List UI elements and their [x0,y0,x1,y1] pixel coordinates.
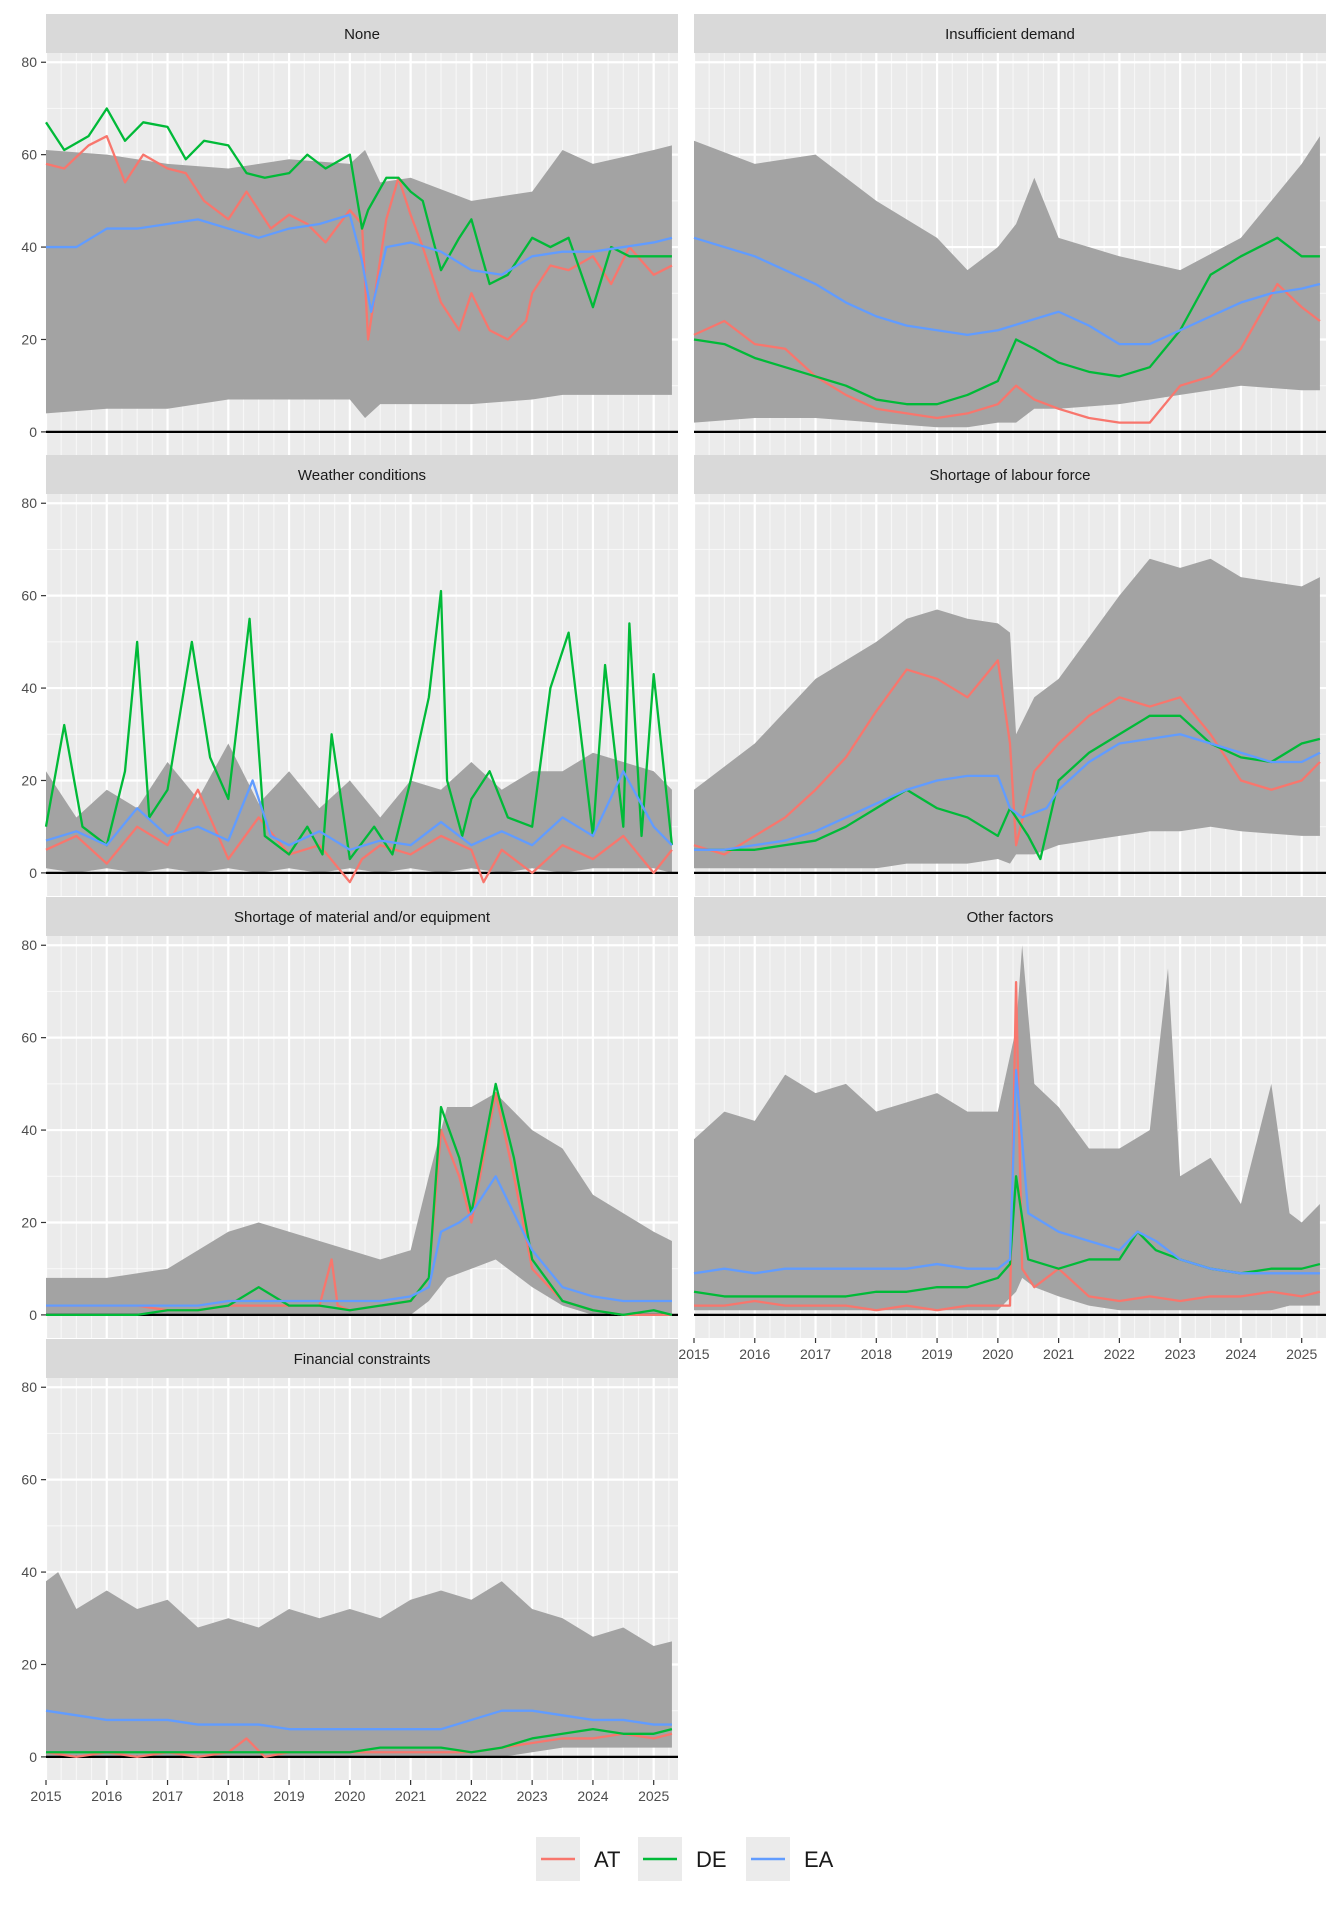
panel-strip [694,14,1326,53]
x-tick-label: 2023 [1165,1346,1196,1362]
y-tick-label: 20 [21,331,37,347]
panel-strip [46,14,678,53]
x-tick-label: 2016 [739,1346,770,1362]
range-band [694,945,1320,1311]
y-tick-label: 20 [21,1656,37,1672]
x-tick-label: 2018 [213,1788,244,1804]
panel-title: Shortage of material and/or equipment [234,909,491,926]
x-tick-label: 2022 [456,1788,487,1804]
range-band [46,1093,672,1315]
x-tick-label: 2020 [982,1346,1013,1362]
series-line-at [693,282,1321,424]
y-tick-label: 0 [29,865,37,881]
series-line-de [693,236,1320,406]
panel-4: Shortage of material and/or equipment 0 20… [21,897,678,1338]
panel-title: None [344,26,380,43]
series-line-ea [46,1175,672,1307]
y-tick-label: 80 [21,937,37,953]
y-tick-label: 40 [21,1564,37,1580]
series-line-de [46,1728,673,1754]
panel-title: Other factors [967,909,1054,926]
series-line-ea [45,1709,672,1731]
y-tick-label: 60 [21,588,37,604]
x-tick-label: 2021 [395,1788,426,1804]
range-band [46,743,672,873]
x-tick-label: 2021 [1043,1346,1074,1362]
series-line-ea [693,1068,1320,1275]
series-line-at [45,788,673,884]
series-line-de [46,1082,673,1317]
x-tick-label: 2023 [517,1788,548,1804]
series-line-ea [45,770,673,851]
series-line-at [694,981,1321,1312]
x-tick-label: 2024 [577,1788,608,1804]
range-band [694,558,1320,869]
legend: AT DE EA [536,1837,834,1881]
panel-6: Financial constraints 0 20 40 60 80 2015 2016 20… [21,1339,678,1804]
y-tick-label: 80 [21,495,37,511]
panel-5: Other factors 2015 2016 2017 2018 2019 2020 202… [678,897,1326,1362]
y-tick-label: 60 [21,147,37,163]
series-line-at [45,135,673,341]
legend-label: DE [696,1847,727,1872]
y-tick-label: 0 [29,1749,37,1765]
y-tick-label: 80 [21,54,37,70]
panel-title: Financial constraints [294,1351,431,1368]
series-line-ea [694,733,1321,851]
series-line-ea [46,213,673,313]
range-band [46,145,672,419]
x-tick-label: 2015 [30,1788,61,1804]
legend-label: EA [804,1847,834,1872]
y-tick-label: 80 [21,1379,37,1395]
y-tick-label: 20 [21,772,37,788]
x-tick-label: 2015 [678,1346,709,1362]
y-tick-label: 60 [21,1030,37,1046]
x-tick-label: 2024 [1225,1346,1256,1362]
panel-strip [694,455,1326,494]
y-tick-label: 40 [21,680,37,696]
x-tick-label: 2017 [152,1788,183,1804]
series-line-de [45,107,672,309]
panel-1: Insufficient demand [692,14,1326,455]
panel-title: Shortage of labour force [930,467,1091,484]
series-line-at [693,659,1321,856]
y-tick-label: 0 [29,1307,37,1323]
panel-3: Shortage of labour force [692,455,1326,896]
x-tick-label: 2019 [273,1788,304,1804]
panel-strip [46,897,678,936]
panel-title: Weather conditions [298,467,426,484]
panel-2: Weather conditions 0 20 40 60 80 [21,455,678,896]
x-tick-label: 2016 [91,1788,122,1804]
panel-strip [694,897,1326,936]
series-line-ea [693,236,1321,346]
x-tick-label: 2019 [921,1346,952,1362]
range-band [694,136,1320,428]
x-tick-label: 2017 [800,1346,831,1362]
legend-label: AT [594,1847,620,1872]
panel-0: None 0 20 40 60 80 [21,14,678,455]
x-tick-label: 2025 [1286,1346,1317,1362]
y-tick-label: 40 [21,1122,37,1138]
y-tick-label: 0 [29,424,37,440]
y-tick-label: 40 [21,239,37,255]
x-tick-label: 2018 [861,1346,892,1362]
panel-strip [46,1339,678,1378]
x-tick-label: 2025 [638,1788,669,1804]
x-tick-label: 2020 [334,1788,365,1804]
y-tick-label: 60 [21,1472,37,1488]
panel-strip [46,455,678,494]
y-tick-label: 20 [21,1214,37,1230]
x-tick-label: 2022 [1104,1346,1135,1362]
panel-title: Insufficient demand [945,26,1075,43]
